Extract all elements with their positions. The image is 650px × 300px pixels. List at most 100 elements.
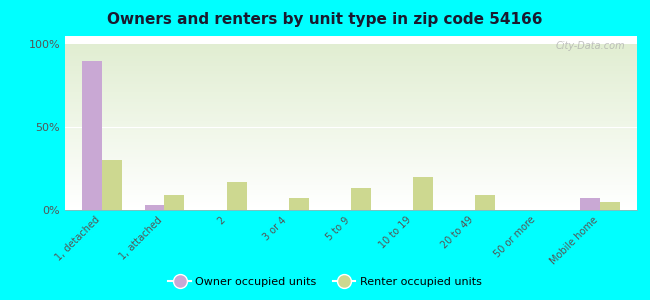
Bar: [65, 208, 637, 210]
Bar: [65, 66, 637, 68]
Bar: [65, 172, 637, 173]
Bar: [413, 177, 433, 210]
Bar: [65, 149, 637, 150]
Bar: [65, 164, 637, 165]
Bar: [65, 71, 637, 73]
Bar: [580, 198, 600, 210]
Bar: [65, 56, 637, 58]
Bar: [65, 64, 637, 66]
Bar: [65, 122, 637, 124]
Bar: [65, 107, 637, 109]
Bar: [65, 112, 637, 114]
Bar: [65, 119, 637, 121]
Bar: [65, 114, 637, 116]
Bar: [289, 198, 309, 210]
Bar: [65, 46, 637, 48]
Bar: [65, 44, 637, 46]
Bar: [65, 92, 637, 94]
Bar: [65, 200, 637, 202]
Bar: [65, 198, 637, 200]
Bar: [65, 91, 637, 92]
Bar: [65, 146, 637, 147]
Bar: [65, 140, 637, 142]
Bar: [65, 180, 637, 182]
Bar: [65, 177, 637, 178]
Bar: [65, 79, 637, 81]
Bar: [65, 76, 637, 77]
Bar: [65, 109, 637, 111]
Bar: [65, 184, 637, 185]
Bar: [65, 192, 637, 194]
Bar: [65, 167, 637, 169]
Bar: [65, 134, 637, 135]
Text: Owners and renters by unit type in zip code 54166: Owners and renters by unit type in zip c…: [107, 12, 543, 27]
Bar: [65, 137, 637, 139]
Bar: [351, 188, 371, 210]
Bar: [65, 142, 637, 144]
Bar: [65, 147, 637, 149]
Bar: [65, 100, 637, 102]
Bar: [65, 182, 637, 184]
Bar: [65, 104, 637, 106]
Bar: [475, 195, 495, 210]
Bar: [144, 205, 164, 210]
Bar: [65, 86, 637, 87]
Bar: [65, 175, 637, 177]
Bar: [65, 170, 637, 172]
Bar: [65, 77, 637, 79]
Bar: [65, 157, 637, 159]
Bar: [227, 182, 246, 210]
Bar: [65, 127, 637, 129]
Bar: [65, 162, 637, 164]
Bar: [65, 48, 637, 49]
Bar: [65, 190, 637, 192]
Bar: [65, 82, 637, 84]
Bar: [600, 202, 619, 210]
Bar: [65, 58, 637, 59]
Bar: [65, 94, 637, 96]
Bar: [65, 132, 637, 134]
Bar: [65, 144, 637, 146]
Bar: [65, 68, 637, 69]
Bar: [65, 81, 637, 82]
Bar: [65, 197, 637, 198]
Bar: [65, 52, 637, 54]
Bar: [65, 59, 637, 61]
Bar: [65, 111, 637, 112]
Bar: [65, 87, 637, 89]
Bar: [65, 125, 637, 127]
Bar: [65, 173, 637, 175]
Bar: [65, 152, 637, 154]
Bar: [65, 121, 637, 122]
Bar: [65, 124, 637, 125]
Text: City-Data.com: City-Data.com: [556, 41, 625, 51]
Bar: [65, 178, 637, 180]
Bar: [65, 169, 637, 170]
Bar: [65, 99, 637, 100]
Bar: [65, 159, 637, 160]
Bar: [65, 51, 637, 52]
Bar: [65, 129, 637, 130]
Bar: [65, 116, 637, 117]
Bar: [65, 130, 637, 132]
Bar: [65, 205, 637, 207]
Bar: [65, 69, 637, 71]
Bar: [65, 203, 637, 205]
Bar: [65, 160, 637, 162]
Bar: [65, 84, 637, 86]
Bar: [65, 96, 637, 97]
Bar: [65, 74, 637, 76]
Bar: [65, 49, 637, 51]
Legend: Owner occupied units, Renter occupied units: Owner occupied units, Renter occupied un…: [164, 273, 486, 291]
Bar: [65, 155, 637, 157]
Bar: [65, 185, 637, 187]
Bar: [65, 73, 637, 74]
Bar: [65, 187, 637, 188]
Bar: [65, 61, 637, 62]
Bar: [65, 102, 637, 104]
Bar: [65, 135, 637, 137]
Bar: [102, 160, 122, 210]
Bar: [164, 195, 185, 210]
Bar: [65, 97, 637, 99]
Bar: [65, 106, 637, 107]
